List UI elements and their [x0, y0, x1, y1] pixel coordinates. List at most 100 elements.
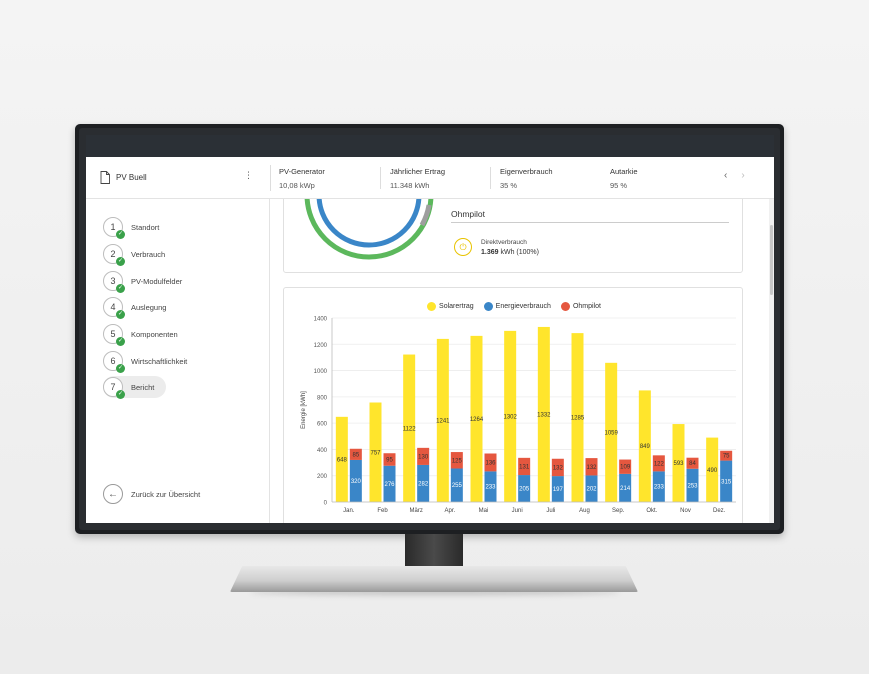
x-tick-label: Okt. [646, 508, 657, 514]
step-wirtschaftlichkeit[interactable]: 6 ✓ Wirtschaftlichkeit [103, 350, 188, 373]
y-tick-label: 1400 [314, 317, 328, 323]
step-standort[interactable]: 1 ✓ Standort [103, 216, 159, 239]
donut-ring-gray [419, 204, 432, 227]
bar-solarertrag [605, 362, 618, 502]
legend-label: Ohmpilot [572, 303, 601, 310]
data-label-ohmpilot: 109 [620, 465, 631, 471]
bar-energieverbrauch [450, 468, 463, 502]
step-pv-modulfelder[interactable]: 3 ✓ PV-Modulfelder [103, 270, 182, 293]
data-label-energieverbrauch: 233 [654, 485, 665, 491]
data-label-ohmpilot: 136 [485, 460, 496, 466]
bar-energieverbrauch [484, 471, 497, 502]
bar-solarertrag [403, 354, 416, 502]
data-label-energieverbrauch: 214 [620, 486, 631, 492]
data-label-ohmpilot: 132 [553, 465, 564, 471]
bar-ohmpilot [720, 450, 733, 461]
step-bericht[interactable]: 7 ✓ Bericht [103, 376, 167, 399]
legend-item-solar[interactable]: Solarertrag [427, 302, 474, 311]
data-label-ohmpilot: 131 [519, 464, 530, 470]
step-number: 1 ✓ [103, 217, 125, 239]
x-tick-label: Aug [579, 508, 590, 514]
data-label-solarertrag: 1122 [403, 426, 417, 432]
step-label: Komponenten [131, 329, 178, 339]
step-verbrauch[interactable]: 2 ✓ Verbrauch [103, 243, 165, 266]
data-label-energieverbrauch: 202 [586, 487, 597, 493]
legend-item-consumption[interactable]: Energieverbrauch [483, 302, 551, 311]
data-label-solarertrag: 1285 [571, 416, 585, 422]
bar-energieverbrauch [619, 473, 632, 502]
data-label-energieverbrauch: 253 [687, 483, 698, 489]
energy-chart-card: Solarertrag Energieverbrauch Ohmpilot 0 2… [283, 287, 743, 523]
plug-icon: ⏻ [454, 238, 472, 256]
project-selector[interactable]: PV Buell [100, 171, 147, 184]
stat-divider [380, 167, 381, 189]
x-tick-label: März [409, 508, 422, 514]
y-tick-label: 600 [317, 422, 328, 428]
bar-ohmpilot [417, 447, 430, 465]
arrow-left-icon: ← [103, 484, 123, 504]
stat-value: 95 % [610, 181, 628, 190]
bar-ohmpilot [383, 453, 396, 466]
legend-item-ohmpilot[interactable]: Ohmpilot [560, 302, 601, 311]
chevron-left-icon[interactable]: ‹ [724, 170, 728, 181]
donut-ring-outer [304, 199, 434, 260]
consumer-title: Ohmpilot [451, 209, 486, 219]
bar-energieverbrauch [720, 460, 733, 502]
legend-swatch [483, 302, 493, 311]
data-label-energieverbrauch: 276 [384, 482, 395, 488]
bar-energieverbrauch [349, 459, 362, 502]
x-tick-label: Nov [680, 508, 691, 514]
bar-solarertrag [369, 402, 382, 502]
check-icon: ✓ [116, 390, 125, 399]
stat-label: Autarkie [610, 167, 638, 176]
data-label-solarertrag: 593 [673, 461, 684, 467]
data-label-ohmpilot: 130 [418, 454, 429, 460]
legend-swatch [560, 302, 570, 311]
data-label-solarertrag: 1059 [604, 430, 618, 436]
stat-label: Eigenverbrauch [500, 167, 553, 176]
data-label-solarertrag: 757 [370, 450, 381, 456]
app-top-bar [86, 135, 774, 157]
data-label-ohmpilot: 75 [723, 454, 730, 460]
step-label: Wirtschaftlichkeit [131, 356, 188, 366]
project-header: PV Buell ⋮ PV-Generator 10,08 kWp Jährli… [86, 157, 774, 199]
data-label-energieverbrauch: 315 [721, 479, 732, 485]
stat-divider [490, 167, 491, 189]
bar-solarertrag [335, 416, 348, 502]
step-sidebar: 1 ✓ Standort 2 ✓ Verbrauch 3 ✓ PV-Modulfeld… [86, 199, 270, 523]
direct-consumption-value: 1.369 kWh (100%) [481, 249, 539, 256]
step-number: 7 ✓ [103, 377, 125, 399]
check-icon: ✓ [116, 257, 125, 266]
step-komponenten[interactable]: 5 ✓ Komponenten [103, 323, 178, 346]
data-label-ohmpilot: 84 [689, 461, 696, 467]
header-divider [270, 165, 271, 191]
data-label-energieverbrauch: 282 [418, 481, 429, 487]
consumer-divider [451, 222, 729, 223]
x-tick-label: Sep. [612, 508, 625, 514]
monitor-base-shadow [250, 589, 620, 595]
y-tick-label: 400 [317, 448, 328, 454]
data-label-energieverbrauch: 233 [485, 485, 496, 491]
check-icon: ✓ [116, 310, 125, 319]
bar-energieverbrauch [686, 468, 699, 502]
kebab-menu-icon[interactable]: ⋮ [244, 170, 253, 180]
scrollbar-track[interactable] [769, 199, 774, 523]
consumer-card: Ohmpilot ⏻ Direktverbrauch 1.369 kWh (10… [283, 199, 743, 273]
scrollbar-thumb[interactable] [770, 225, 773, 295]
data-label-energieverbrauch: 320 [351, 479, 362, 485]
x-tick-label: Apr. [444, 508, 455, 514]
chevron-right-icon[interactable]: › [741, 170, 745, 181]
check-icon: ✓ [116, 230, 125, 239]
step-number: 6 ✓ [103, 351, 125, 373]
y-tick-label: 200 [317, 474, 328, 480]
x-tick-label: Dez. [713, 508, 726, 514]
x-tick-label: Jan. [343, 508, 355, 514]
stats-navigation: ‹ › [724, 170, 745, 181]
check-icon: ✓ [116, 284, 125, 293]
step-auslegung[interactable]: 4 ✓ Auslegung [103, 296, 167, 319]
check-icon: ✓ [116, 364, 125, 373]
step-number: 4 ✓ [103, 297, 125, 319]
step-label: Auslegung [131, 302, 167, 312]
back-to-overview-button[interactable]: ← Zurück zur Übersicht [103, 484, 200, 504]
donut-chart [304, 199, 434, 260]
